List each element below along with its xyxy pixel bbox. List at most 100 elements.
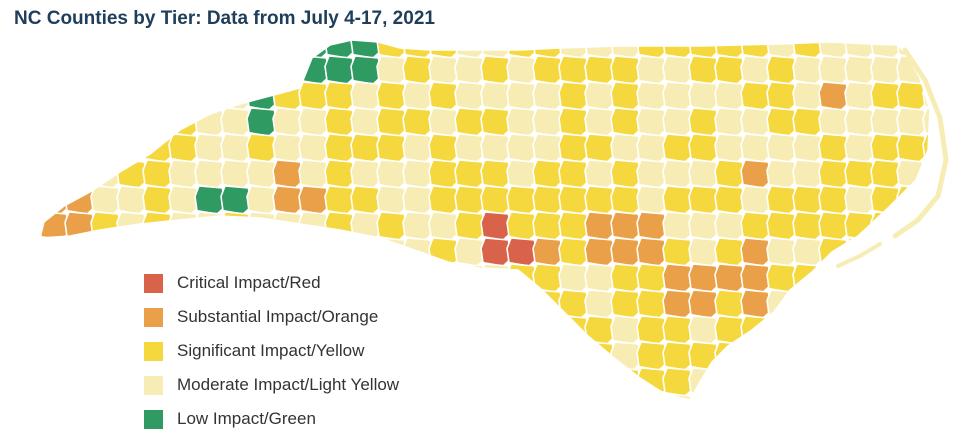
county [949,290,979,318]
county [610,393,642,400]
county [844,159,876,189]
county [818,367,850,397]
legend-label-substantial: Substantial Impact/Orange [177,307,379,326]
county [246,185,278,215]
county [350,81,382,111]
county [506,289,538,319]
county [949,316,979,344]
county [40,289,70,319]
county [220,159,252,189]
county [766,393,798,400]
county [922,367,930,397]
county [740,341,772,371]
county [818,393,850,400]
county [376,40,408,59]
legend-item-low: Low Impact/Green [144,402,399,436]
county [168,185,200,215]
county [870,315,902,345]
legend: Critical Impact/Red Substantial Impact/Or… [144,266,399,436]
county [870,107,902,137]
county [740,159,772,189]
county [194,40,226,59]
county [428,341,460,371]
county [272,133,304,163]
county [90,289,122,319]
county [740,133,772,163]
county [636,341,668,371]
county [402,81,434,111]
county [402,55,434,85]
county [90,55,122,85]
county [870,367,902,397]
county [64,393,96,400]
county [766,55,798,85]
county [636,133,668,163]
county [844,185,876,215]
county [870,55,902,85]
county [532,237,564,267]
county [714,107,746,137]
county [220,55,252,85]
county [740,367,772,397]
county [428,393,460,400]
county [740,263,772,293]
county [116,341,148,371]
county [324,185,356,215]
county [844,367,876,397]
county [402,341,434,371]
county [454,40,486,59]
county [90,393,122,400]
county [272,237,304,267]
county [428,133,460,163]
county [532,315,564,345]
county [558,341,590,371]
legend-item-moderate: Moderate Impact/Light Yellow [144,368,399,402]
county [350,237,382,267]
county [246,133,278,163]
county [64,55,96,85]
county [90,133,122,163]
county [116,81,148,111]
county [506,81,538,111]
county [662,40,694,59]
county [896,367,928,397]
county [480,55,512,85]
county [532,367,564,397]
county [766,81,798,111]
county [506,107,538,137]
county [818,289,850,319]
county [949,108,979,136]
county [428,237,460,267]
county [610,289,642,319]
county [40,55,70,85]
county [558,393,590,400]
county [402,263,434,293]
county [324,107,356,137]
county [142,159,174,189]
county [90,341,122,371]
county [636,289,668,319]
county [844,211,876,241]
county [896,393,928,400]
county [610,341,642,371]
county [662,81,694,111]
county [870,393,902,400]
county [792,367,824,397]
county [324,211,356,241]
county [662,263,694,293]
county [662,55,694,85]
county [870,341,902,371]
county [949,264,979,292]
county [870,159,902,189]
county [246,107,278,137]
county [558,289,590,319]
county [922,81,930,111]
county [40,263,70,293]
county [896,315,928,345]
county [350,185,382,215]
county [714,133,746,163]
county [142,185,174,215]
county [584,315,616,345]
county [402,185,434,215]
county [90,367,122,397]
